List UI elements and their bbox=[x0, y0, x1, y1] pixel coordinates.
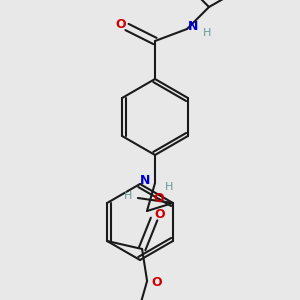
Text: O: O bbox=[116, 19, 126, 32]
Text: H: H bbox=[165, 182, 173, 192]
Text: O: O bbox=[155, 208, 165, 221]
Text: H: H bbox=[124, 191, 132, 201]
Text: N: N bbox=[188, 20, 198, 34]
Text: O: O bbox=[154, 193, 164, 206]
Text: H: H bbox=[203, 28, 211, 38]
Text: O: O bbox=[152, 277, 162, 290]
Text: N: N bbox=[140, 175, 150, 188]
